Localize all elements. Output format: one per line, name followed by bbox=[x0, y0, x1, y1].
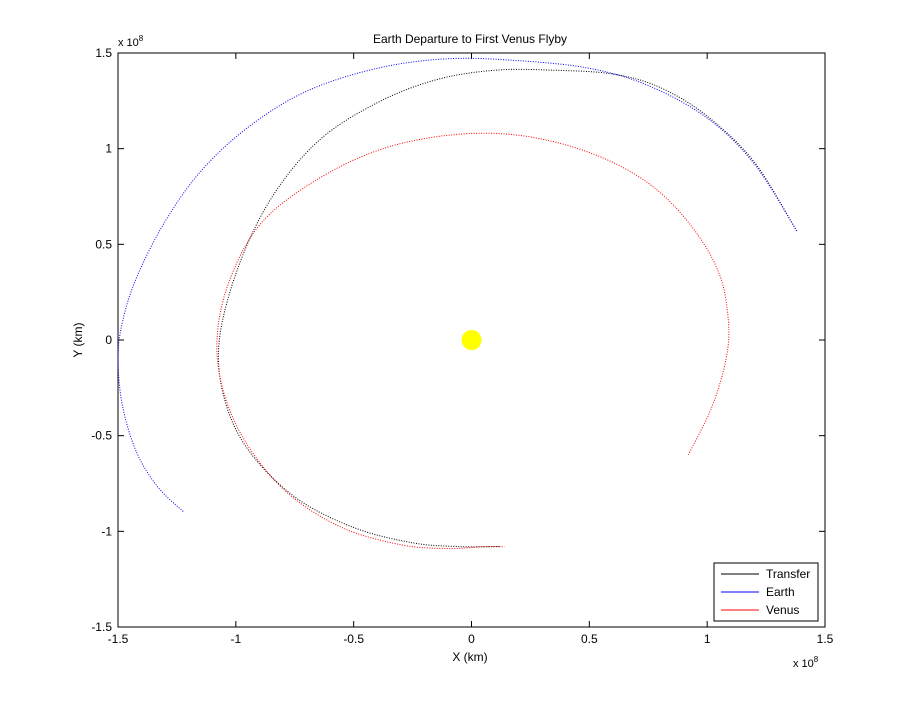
x-tick-label: -1 bbox=[230, 632, 241, 646]
x-tick-label: 0 bbox=[468, 632, 475, 646]
series-layer bbox=[117, 57, 798, 550]
x-tick-label: 1.5 bbox=[817, 632, 834, 646]
legend-label-transfer: Transfer bbox=[766, 567, 810, 581]
sun-marker bbox=[461, 330, 482, 350]
legend-label-venus: Venus bbox=[766, 603, 799, 617]
x-axis-multiplier: x 108 bbox=[793, 655, 819, 670]
y-axis-multiplier: x 108 bbox=[118, 34, 144, 49]
x-tick-label: 0.5 bbox=[581, 632, 598, 646]
y-tick-label: 1.5 bbox=[95, 46, 112, 60]
series-venus-line bbox=[216, 132, 730, 550]
series-transfer-line bbox=[217, 68, 798, 548]
legend-label-earth: Earth bbox=[766, 585, 795, 599]
y-tick-label: -0.5 bbox=[91, 429, 112, 443]
y-tick-label: 1 bbox=[105, 142, 112, 156]
marker-layer bbox=[461, 330, 482, 350]
chart-title: Earth Departure to First Venus Flyby bbox=[373, 32, 567, 46]
y-tick-label: 0.5 bbox=[95, 237, 112, 251]
legend: Transfer Earth Venus bbox=[713, 562, 819, 622]
x-tick-label: -1.5 bbox=[108, 632, 129, 646]
y-axis-label: Y (km) bbox=[71, 322, 85, 357]
y-tick-label: -1.5 bbox=[91, 620, 112, 634]
y-tick-label: -1 bbox=[101, 524, 112, 538]
x-tick-label: 1 bbox=[704, 632, 711, 646]
y-tick-label: 0 bbox=[105, 333, 112, 347]
x-axis-label: X (km) bbox=[452, 650, 487, 664]
x-tick-label: -0.5 bbox=[343, 632, 364, 646]
